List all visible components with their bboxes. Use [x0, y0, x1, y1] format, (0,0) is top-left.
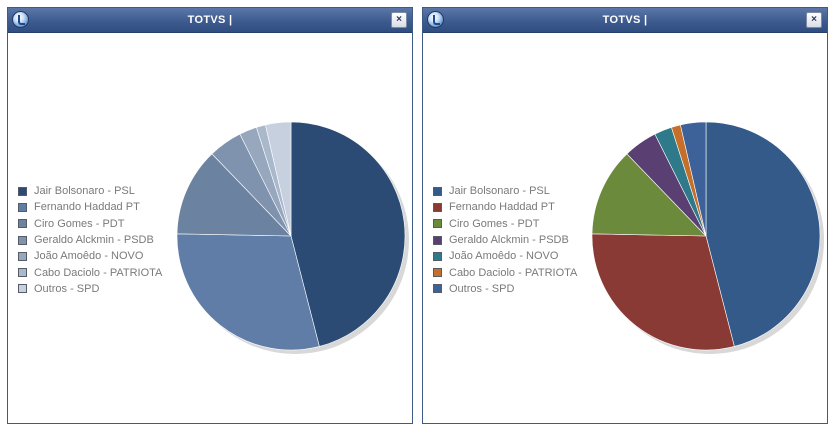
legend-swatch [18, 268, 27, 278]
pie-slice-outros-spd[interactable] [680, 121, 707, 237]
pie-slice-jair-bolsonaro-psl[interactable] [705, 121, 821, 347]
legend-label: Geraldo Alckmin - PSDB [34, 234, 154, 247]
pie-slice-fernando-haddad-pt[interactable] [176, 233, 320, 351]
pie-chart [591, 121, 824, 354]
legend-item-joao-amoedo-novo[interactable]: João Amoêdo - NOVO [18, 248, 162, 264]
legend-item-outros-spd[interactable]: Outros - SPD [18, 281, 162, 297]
legend-swatch [433, 284, 442, 294]
title-bar[interactable]: TOTVS | × [423, 8, 827, 33]
legend-label: Geraldo Alckmin - PSDB [449, 234, 569, 247]
legend: Jair Bolsonaro - PSL Fernando Haddad PT Ci… [18, 183, 162, 297]
legend-label: Cabo Daciolo - PATRIOTA [449, 266, 578, 279]
legend-item-geraldo-alckmin-psdb[interactable]: Geraldo Alckmin - PSDB [433, 232, 577, 248]
legend-swatch [433, 251, 442, 261]
close-button[interactable]: × [391, 12, 407, 28]
legend-item-jair-bolsonaro-psl[interactable]: Jair Bolsonaro - PSL [18, 183, 162, 199]
pie-slice-outros-spd[interactable] [265, 121, 292, 237]
legend-swatch [433, 219, 442, 229]
close-button[interactable]: × [806, 12, 822, 28]
legend-label: Cabo Daciolo - PATRIOTA [34, 266, 163, 279]
legend-swatch [433, 268, 442, 278]
legend-item-ciro-gomes-pdt[interactable]: Ciro Gomes - PDT [18, 216, 162, 232]
legend-label: Ciro Gomes - PDT [34, 217, 125, 230]
pie-slice-ciro-gomes-pdt[interactable] [176, 153, 292, 237]
title-bar[interactable]: TOTVS | × [8, 8, 412, 33]
legend-swatch [18, 251, 27, 261]
legend-label: Ciro Gomes - PDT [449, 217, 540, 230]
legend-item-cabo-daciolo-patriota[interactable]: Cabo Daciolo - PATRIOTA [18, 264, 162, 280]
legend-swatch [18, 235, 27, 245]
legend-item-fernando-haddad-pt[interactable]: Fernando Haddad PT [18, 199, 162, 215]
legend-item-jair-bolsonaro-psl[interactable]: Jair Bolsonaro - PSL [433, 183, 577, 199]
window-title: TOTVS | [187, 14, 233, 26]
chart-window-right: TOTVS | × Jair Bolsonaro - PSL Fernando H… [422, 7, 828, 424]
legend-item-ciro-gomes-pdt[interactable]: Ciro Gomes - PDT [433, 216, 577, 232]
pie-slice-fernando-haddad-pt[interactable] [591, 233, 735, 351]
legend-label: Fernando Haddad PT [34, 201, 140, 214]
legend-label: Jair Bolsonaro - PSL [34, 185, 135, 198]
legend-label: João Amoêdo - NOVO [34, 250, 144, 263]
legend-item-fernando-haddad-pt[interactable]: Fernando Haddad PT [433, 199, 577, 215]
legend: Jair Bolsonaro - PSL Fernando Haddad PT Ci… [433, 183, 577, 297]
pie-slice-ciro-gomes-pdt[interactable] [591, 153, 707, 237]
legend-item-cabo-daciolo-patriota[interactable]: Cabo Daciolo - PATRIOTA [433, 264, 577, 280]
legend-label: Jair Bolsonaro - PSL [449, 185, 550, 198]
legend-swatch [18, 219, 27, 229]
legend-item-outros-spd[interactable]: Outros - SPD [433, 281, 577, 297]
pie-slice-jair-bolsonaro-psl[interactable] [290, 121, 406, 347]
legend-item-joao-amoedo-novo[interactable]: João Amoêdo - NOVO [433, 248, 577, 264]
window-title: TOTVS | [602, 14, 648, 26]
legend-swatch [18, 202, 27, 212]
app-logo-icon [12, 11, 29, 28]
legend-item-geraldo-alckmin-psdb[interactable]: Geraldo Alckmin - PSDB [18, 232, 162, 248]
legend-label: Outros - SPD [449, 282, 515, 295]
legend-swatch [18, 284, 27, 294]
legend-label: Fernando Haddad PT [449, 201, 555, 214]
legend-label: João Amoêdo - NOVO [449, 250, 559, 263]
legend-swatch [433, 202, 442, 212]
legend-swatch [433, 186, 442, 196]
legend-swatch [18, 186, 27, 196]
app-logo-icon [427, 11, 444, 28]
pie-chart [176, 121, 409, 354]
legend-label: Outros - SPD [34, 282, 100, 295]
legend-swatch [433, 235, 442, 245]
chart-window-left: TOTVS | × Jair Bolsonaro - PSL Fernando H… [7, 7, 413, 424]
